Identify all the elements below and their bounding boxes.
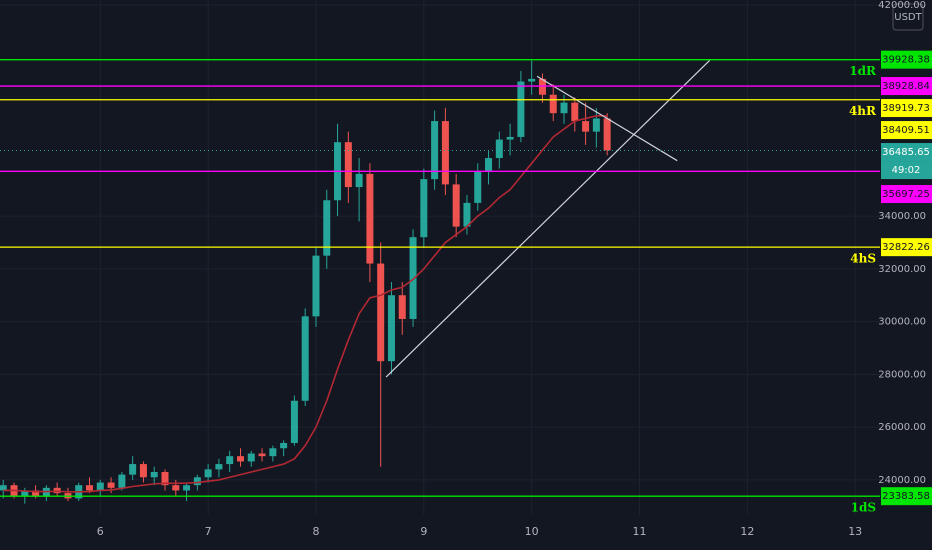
price-label-box bbox=[881, 487, 932, 506]
candle-body bbox=[32, 490, 40, 496]
level-tag: 4hR bbox=[849, 104, 877, 118]
price-label-box bbox=[881, 50, 932, 69]
countdown: 49:02 bbox=[892, 165, 921, 176]
candle-body bbox=[420, 179, 428, 238]
price-label: 38409.51 bbox=[882, 125, 930, 136]
level-tag: 1dS bbox=[851, 501, 876, 515]
candle-body bbox=[344, 142, 352, 188]
candle-body bbox=[280, 442, 288, 449]
candle-body bbox=[323, 200, 331, 256]
currency[interactable]: USDT bbox=[894, 12, 922, 23]
candle-body bbox=[215, 464, 223, 470]
candle-body bbox=[226, 456, 234, 465]
candle-body bbox=[0, 485, 7, 491]
candle-body bbox=[96, 482, 104, 491]
candle-body bbox=[161, 471, 169, 486]
level-tag: 4hS bbox=[850, 252, 876, 266]
price-label: 36485.65 bbox=[882, 147, 930, 158]
candle-body bbox=[474, 171, 482, 203]
candle-body bbox=[301, 316, 309, 401]
trend-line bbox=[536, 75, 678, 162]
candle-body bbox=[495, 139, 503, 159]
candle-body bbox=[129, 464, 137, 475]
candle-body bbox=[538, 78, 546, 95]
x-tick-label: 7 bbox=[205, 525, 212, 538]
candle-body bbox=[172, 485, 180, 491]
y-tick-label: 34000.00 bbox=[878, 211, 926, 222]
candle-body bbox=[118, 474, 126, 488]
countdown-box bbox=[881, 161, 932, 180]
candle-body bbox=[463, 202, 471, 227]
y-tick-label: 26000.00 bbox=[878, 422, 926, 433]
price-label-box bbox=[881, 77, 932, 96]
candle-body bbox=[571, 102, 579, 122]
y-tick-label: 24000.00 bbox=[878, 475, 926, 486]
candle-body bbox=[150, 471, 158, 478]
x-tick-label: 9 bbox=[420, 525, 427, 538]
candle-body bbox=[452, 184, 460, 227]
candle-body bbox=[387, 295, 395, 362]
moving-average bbox=[3, 115, 608, 493]
candle-body bbox=[86, 485, 94, 491]
y-tick-label: 28000.00 bbox=[878, 369, 926, 380]
y-tick-label: 30000.00 bbox=[878, 317, 926, 328]
candle-body bbox=[409, 237, 417, 319]
x-tick-label: 12 bbox=[740, 525, 754, 538]
candle-body bbox=[355, 173, 363, 188]
price-label: 35697.25 bbox=[882, 189, 930, 200]
price-label: 39928.38 bbox=[882, 55, 930, 66]
level-tag: 1dR bbox=[849, 64, 877, 78]
x-tick-label: 10 bbox=[525, 525, 539, 538]
x-tick-label: 8 bbox=[312, 525, 319, 538]
candle-body bbox=[377, 263, 385, 362]
candle-body bbox=[183, 485, 191, 491]
candle-body bbox=[107, 482, 115, 488]
candle-body bbox=[269, 448, 277, 457]
candle-body bbox=[139, 464, 147, 478]
candle-body bbox=[258, 453, 266, 457]
candle-body bbox=[603, 118, 611, 151]
candle-body bbox=[204, 469, 212, 478]
candle-body bbox=[592, 118, 600, 132]
candle-body bbox=[398, 295, 406, 319]
price-label: 38919.73 bbox=[882, 103, 930, 114]
candle-body bbox=[485, 158, 493, 172]
price-label: 38928.84 bbox=[882, 81, 930, 92]
price-label-box bbox=[881, 185, 932, 204]
x-tick-label: 11 bbox=[633, 525, 647, 538]
price-label: 23383.58 bbox=[882, 491, 930, 502]
price-label-box bbox=[881, 238, 932, 257]
candle-body bbox=[290, 400, 298, 443]
candle-body bbox=[236, 456, 244, 462]
candle-body bbox=[441, 121, 449, 185]
candle-body bbox=[21, 490, 29, 496]
candle-body bbox=[247, 453, 255, 462]
price-label-box bbox=[881, 121, 932, 140]
candle-body bbox=[528, 78, 536, 82]
y-tick-label: 32000.00 bbox=[878, 264, 926, 275]
candle-body bbox=[366, 173, 374, 264]
y-tick-label: 42000.00 bbox=[878, 0, 926, 11]
candle-body bbox=[506, 136, 514, 140]
candle-body bbox=[431, 121, 439, 180]
currency-box[interactable] bbox=[892, 3, 924, 31]
candle-body bbox=[582, 121, 590, 132]
price-label-box bbox=[881, 99, 932, 118]
x-tick-label: 6 bbox=[97, 525, 104, 538]
trend-line bbox=[385, 59, 711, 378]
candle-body bbox=[193, 477, 201, 486]
price-label: 32822.26 bbox=[882, 242, 930, 253]
candle-body bbox=[560, 102, 568, 114]
candle-body bbox=[312, 255, 320, 317]
candle-body bbox=[549, 94, 557, 114]
candle-body bbox=[517, 81, 525, 137]
x-tick-label: 13 bbox=[848, 525, 862, 538]
price-label-box bbox=[881, 143, 932, 162]
